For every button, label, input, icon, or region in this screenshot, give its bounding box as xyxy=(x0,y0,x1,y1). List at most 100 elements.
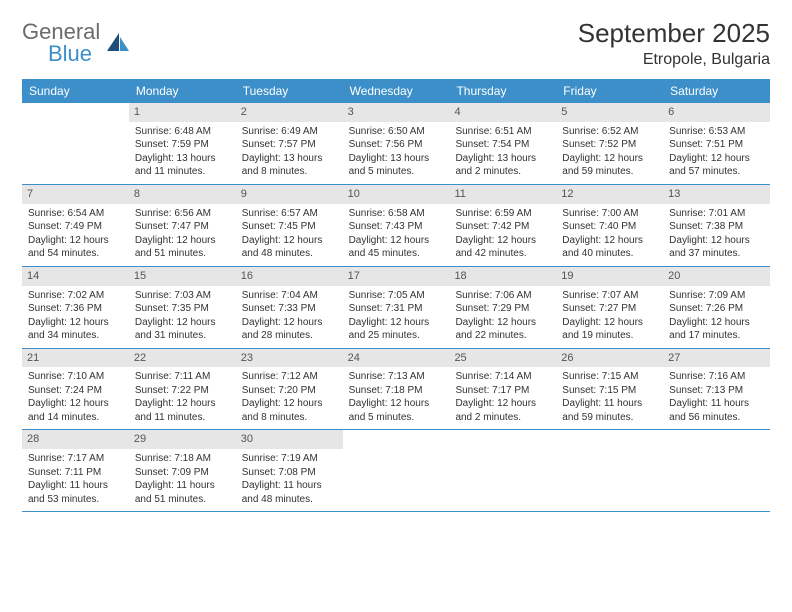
sunset-text: Sunset: 7:56 PM xyxy=(349,138,444,152)
day-cell: 1Sunrise: 6:48 AMSunset: 7:59 PMDaylight… xyxy=(129,103,236,184)
day-cell: 13Sunrise: 7:01 AMSunset: 7:38 PMDayligh… xyxy=(663,185,770,266)
sunrise-text: Sunrise: 7:14 AM xyxy=(455,370,550,384)
sunset-text: Sunset: 7:45 PM xyxy=(242,220,337,234)
day-number: 9 xyxy=(236,185,343,204)
day-cell: 2Sunrise: 6:49 AMSunset: 7:57 PMDaylight… xyxy=(236,103,343,184)
day-number: 13 xyxy=(663,185,770,204)
sunrise-text: Sunrise: 7:09 AM xyxy=(669,289,764,303)
daylight-text: Daylight: 12 hours and 59 minutes. xyxy=(562,152,657,179)
day-number: 10 xyxy=(343,185,450,204)
day-cell: 28Sunrise: 7:17 AMSunset: 7:11 PMDayligh… xyxy=(22,430,129,511)
day-number: 15 xyxy=(129,267,236,286)
day-cell xyxy=(22,103,129,184)
sunrise-text: Sunrise: 6:58 AM xyxy=(349,207,444,221)
daylight-text: Daylight: 11 hours and 59 minutes. xyxy=(562,397,657,424)
day-number: 2 xyxy=(236,103,343,122)
day-header-sun: Sunday xyxy=(22,79,129,103)
sunrise-text: Sunrise: 6:50 AM xyxy=(349,125,444,139)
day-number: 22 xyxy=(129,349,236,368)
day-cell: 26Sunrise: 7:15 AMSunset: 7:15 PMDayligh… xyxy=(556,349,663,430)
day-number: 24 xyxy=(343,349,450,368)
sunset-text: Sunset: 7:54 PM xyxy=(455,138,550,152)
sunset-text: Sunset: 7:40 PM xyxy=(562,220,657,234)
sunrise-text: Sunrise: 6:57 AM xyxy=(242,207,337,221)
sunrise-text: Sunrise: 7:00 AM xyxy=(562,207,657,221)
day-cell: 20 Sunrise: 7:09 AMSunset: 7:26 PMDayligh… xyxy=(663,267,770,348)
day-number: 27 xyxy=(663,349,770,368)
day-number: 16 xyxy=(236,267,343,286)
daylight-text: Daylight: 12 hours and 5 minutes. xyxy=(349,397,444,424)
day-cell: 30Sunrise: 7:19 AMSunset: 7:08 PMDayligh… xyxy=(236,430,343,511)
sunrise-text: Sunrise: 7:16 AM xyxy=(669,370,764,384)
sunset-text: Sunset: 7:59 PM xyxy=(135,138,230,152)
day-cell: 6Sunrise: 6:53 AMSunset: 7:51 PMDaylight… xyxy=(663,103,770,184)
day-header-row: Sunday Monday Tuesday Wednesday Thursday… xyxy=(22,79,770,103)
day-cell: 16Sunrise: 7:04 AMSunset: 7:33 PMDayligh… xyxy=(236,267,343,348)
title-block: September 2025 Etropole, Bulgaria xyxy=(578,18,770,69)
sunset-text: Sunset: 7:27 PM xyxy=(562,302,657,316)
sunrise-text: Sunrise: 7:15 AM xyxy=(562,370,657,384)
day-cell: 19Sunrise: 7:07 AMSunset: 7:27 PMDayligh… xyxy=(556,267,663,348)
day-number: 18 xyxy=(449,267,556,286)
daylight-text: Daylight: 12 hours and 17 minutes. xyxy=(669,316,764,343)
week-row: 14Sunrise: 7:02 AMSunset: 7:36 PMDayligh… xyxy=(22,267,770,349)
sunrise-text: Sunrise: 7:04 AM xyxy=(242,289,337,303)
day-cell: 22Sunrise: 7:11 AMSunset: 7:22 PMDayligh… xyxy=(129,349,236,430)
sunset-text: Sunset: 7:26 PM xyxy=(669,302,764,316)
day-number: 20 xyxy=(663,267,770,286)
day-cell: 8Sunrise: 6:56 AMSunset: 7:47 PMDaylight… xyxy=(129,185,236,266)
day-number: 7 xyxy=(22,185,129,204)
sunrise-text: Sunrise: 6:52 AM xyxy=(562,125,657,139)
day-number: 14 xyxy=(22,267,129,286)
sunrise-text: Sunrise: 7:17 AM xyxy=(28,452,123,466)
day-cell: 24Sunrise: 7:13 AMSunset: 7:18 PMDayligh… xyxy=(343,349,450,430)
sunrise-text: Sunrise: 7:13 AM xyxy=(349,370,444,384)
weeks-container: 1Sunrise: 6:48 AMSunset: 7:59 PMDaylight… xyxy=(22,103,770,512)
week-row: 21Sunrise: 7:10 AMSunset: 7:24 PMDayligh… xyxy=(22,349,770,431)
daylight-text: Daylight: 11 hours and 56 minutes. xyxy=(669,397,764,424)
day-number: 19 xyxy=(556,267,663,286)
week-row: 28Sunrise: 7:17 AMSunset: 7:11 PMDayligh… xyxy=(22,430,770,512)
sunrise-text: Sunrise: 7:10 AM xyxy=(28,370,123,384)
daylight-text: Daylight: 12 hours and 11 minutes. xyxy=(135,397,230,424)
daylight-text: Daylight: 12 hours and 14 minutes. xyxy=(28,397,123,424)
day-cell: 17Sunrise: 7:05 AMSunset: 7:31 PMDayligh… xyxy=(343,267,450,348)
daylight-text: Daylight: 12 hours and 42 minutes. xyxy=(455,234,550,261)
sunset-text: Sunset: 7:17 PM xyxy=(455,384,550,398)
day-header-mon: Monday xyxy=(129,79,236,103)
daylight-text: Daylight: 12 hours and 40 minutes. xyxy=(562,234,657,261)
sunrise-text: Sunrise: 6:54 AM xyxy=(28,207,123,221)
daylight-text: Daylight: 12 hours and 37 minutes. xyxy=(669,234,764,261)
sunrise-text: Sunrise: 6:49 AM xyxy=(242,125,337,139)
day-cell: 23Sunrise: 7:12 AMSunset: 7:20 PMDayligh… xyxy=(236,349,343,430)
daylight-text: Daylight: 13 hours and 5 minutes. xyxy=(349,152,444,179)
sunset-text: Sunset: 7:42 PM xyxy=(455,220,550,234)
logo-text-block: General Blue xyxy=(22,22,100,66)
sunset-text: Sunset: 7:43 PM xyxy=(349,220,444,234)
sunset-text: Sunset: 7:24 PM xyxy=(28,384,123,398)
day-number: 30 xyxy=(236,430,343,449)
day-number: 12 xyxy=(556,185,663,204)
day-header-sat: Saturday xyxy=(663,79,770,103)
sunset-text: Sunset: 7:11 PM xyxy=(28,466,123,480)
day-header-thu: Thursday xyxy=(449,79,556,103)
daylight-text: Daylight: 12 hours and 2 minutes. xyxy=(455,397,550,424)
sunrise-text: Sunrise: 6:53 AM xyxy=(669,125,764,139)
sunset-text: Sunset: 7:31 PM xyxy=(349,302,444,316)
day-number: 3 xyxy=(343,103,450,122)
sunrise-text: Sunrise: 7:06 AM xyxy=(455,289,550,303)
daylight-text: Daylight: 12 hours and 25 minutes. xyxy=(349,316,444,343)
day-cell: 9 Sunrise: 6:57 AMSunset: 7:45 PMDaylight… xyxy=(236,185,343,266)
day-number: 5 xyxy=(556,103,663,122)
day-cell: 27Sunrise: 7:16 AMSunset: 7:13 PMDayligh… xyxy=(663,349,770,430)
location-label: Etropole, Bulgaria xyxy=(578,51,770,69)
day-number: 1 xyxy=(129,103,236,122)
sunrise-text: Sunrise: 7:19 AM xyxy=(242,452,337,466)
day-number: 29 xyxy=(129,430,236,449)
daylight-text: Daylight: 12 hours and 48 minutes. xyxy=(242,234,337,261)
day-header-wed: Wednesday xyxy=(343,79,450,103)
day-cell: 4Sunrise: 6:51 AMSunset: 7:54 PMDaylight… xyxy=(449,103,556,184)
sunrise-text: Sunrise: 7:03 AM xyxy=(135,289,230,303)
sunrise-text: Sunrise: 6:59 AM xyxy=(455,207,550,221)
daylight-text: Daylight: 12 hours and 54 minutes. xyxy=(28,234,123,261)
